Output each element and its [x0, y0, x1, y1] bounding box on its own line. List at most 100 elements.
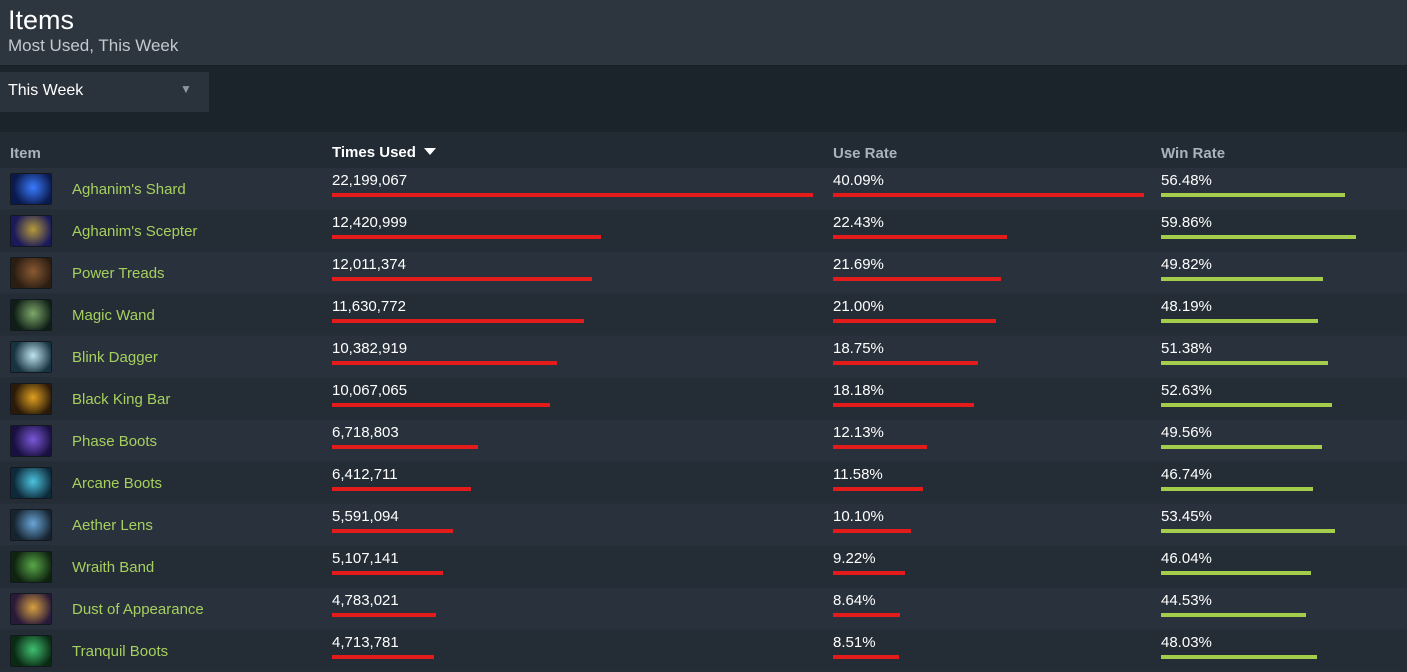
- times-used-bar: [332, 277, 592, 281]
- item-name-link[interactable]: Aether Lens: [72, 517, 153, 534]
- times-used-bar: [332, 361, 557, 365]
- times-used-bar: [332, 487, 471, 491]
- times-used-value: 6,718,803: [332, 424, 399, 441]
- page-header: Items Most Used, This Week: [0, 0, 1407, 66]
- sort-descending-icon: [423, 147, 436, 155]
- tranquil-boots-icon[interactable]: [10, 635, 52, 667]
- use-rate-value: 8.64%: [833, 592, 876, 609]
- black-king-bar-icon[interactable]: [10, 383, 52, 415]
- use-rate-bar: [833, 655, 899, 659]
- win-rate-bar: [1161, 277, 1323, 281]
- wraith-band-icon[interactable]: [10, 551, 52, 583]
- times-used-value: 5,107,141: [332, 550, 399, 567]
- win-rate-value: 48.03%: [1161, 634, 1212, 651]
- times-used-value: 11,630,772: [332, 298, 406, 315]
- use-rate-bar: [833, 319, 996, 323]
- aghanims-scepter-icon[interactable]: [10, 215, 52, 247]
- table-row: Power Treads 12,011,374 21.69% 49.82%: [0, 252, 1407, 293]
- column-header-times-used[interactable]: Times Used: [332, 144, 436, 161]
- times-used-value: 10,382,919: [332, 340, 408, 357]
- table-row: Aghanim's Scepter 12,420,999 22.43% 59.86%: [0, 210, 1407, 251]
- item-name-link[interactable]: Phase Boots: [72, 433, 158, 450]
- use-rate-bar: [833, 445, 927, 449]
- use-rate-value: 21.69%: [833, 256, 884, 273]
- use-rate-value: 11.58%: [833, 466, 883, 483]
- table-row: Dust of Appearance 4,783,021 8.64% 44.53%: [0, 588, 1407, 629]
- phase-boots-icon[interactable]: [10, 425, 52, 457]
- item-name-link[interactable]: Tranquil Boots: [72, 643, 169, 660]
- dust-of-appearance-icon[interactable]: [10, 593, 52, 625]
- item-name-link[interactable]: Aghanim's Shard: [72, 181, 186, 198]
- times-used-bar: [332, 571, 443, 575]
- use-rate-value: 18.18%: [833, 382, 884, 399]
- chevron-down-icon: ▼: [180, 82, 192, 96]
- win-rate-bar: [1161, 655, 1317, 659]
- win-rate-bar: [1161, 361, 1328, 365]
- time-range-dropdown[interactable]: This Week ▼: [0, 72, 209, 112]
- column-header-use-rate[interactable]: Use Rate: [833, 145, 898, 162]
- item-name-link[interactable]: Arcane Boots: [72, 475, 163, 492]
- win-rate-bar: [1161, 403, 1332, 407]
- column-header-win-rate[interactable]: Win Rate: [1161, 145, 1226, 162]
- times-used-value: 10,067,065: [332, 382, 408, 399]
- times-used-value: 12,011,374: [332, 256, 406, 273]
- use-rate-value: 40.09%: [833, 172, 884, 189]
- win-rate-bar: [1161, 445, 1322, 449]
- times-used-bar: [332, 193, 813, 197]
- times-used-value: 22,199,067: [332, 172, 408, 189]
- item-name-link[interactable]: Dust of Appearance: [72, 601, 204, 618]
- table-row: Aghanim's Shard 22,199,067 40.09% 56.48%: [0, 168, 1407, 209]
- use-rate-value: 21.00%: [833, 298, 884, 315]
- table-row: Arcane Boots 6,412,711 11.58% 46.74%: [0, 462, 1407, 503]
- use-rate-value: 18.75%: [833, 340, 884, 357]
- table-header: Item Times Used Use Rate Win Rate: [0, 132, 1407, 168]
- use-rate-bar: [833, 193, 1144, 197]
- use-rate-bar: [833, 403, 974, 407]
- times-used-bar: [332, 403, 550, 407]
- item-name-link[interactable]: Power Treads: [72, 265, 165, 282]
- table-row: Black King Bar 10,067,065 18.18% 52.63%: [0, 378, 1407, 419]
- use-rate-bar: [833, 235, 1007, 239]
- column-header-times-used-label: Times Used: [332, 144, 416, 161]
- page-subtitle: Most Used, This Week: [8, 36, 179, 55]
- times-used-value: 5,591,094: [332, 508, 399, 525]
- win-rate-value: 51.38%: [1161, 340, 1212, 357]
- column-header-item[interactable]: Item: [10, 145, 41, 162]
- win-rate-value: 49.56%: [1161, 424, 1212, 441]
- item-name-link[interactable]: Blink Dagger: [72, 349, 158, 366]
- item-name-link[interactable]: Black King Bar: [72, 391, 171, 408]
- times-used-bar: [332, 445, 478, 449]
- item-name-link[interactable]: Aghanim's Scepter: [72, 223, 198, 240]
- power-treads-icon[interactable]: [10, 257, 52, 289]
- table-row: Magic Wand 11,630,772 21.00% 48.19%: [0, 294, 1407, 335]
- aether-lens-icon[interactable]: [10, 509, 52, 541]
- use-rate-bar: [833, 487, 923, 491]
- times-used-value: 6,412,711: [332, 466, 398, 483]
- table-row: Blink Dagger 10,382,919 18.75% 51.38%: [0, 336, 1407, 377]
- filter-bar: This Week ▼: [0, 66, 1407, 132]
- table-row: Aether Lens 5,591,094 10.10% 53.45%: [0, 504, 1407, 545]
- use-rate-value: 8.51%: [833, 634, 876, 651]
- times-used-bar: [332, 655, 434, 659]
- times-used-bar: [332, 613, 436, 617]
- win-rate-bar: [1161, 571, 1311, 575]
- win-rate-value: 49.82%: [1161, 256, 1212, 273]
- win-rate-bar: [1161, 487, 1313, 491]
- item-name-link[interactable]: Magic Wand: [72, 307, 155, 324]
- win-rate-value: 48.19%: [1161, 298, 1212, 315]
- win-rate-bar: [1161, 193, 1345, 197]
- times-used-bar: [332, 235, 601, 239]
- use-rate-bar: [833, 529, 911, 533]
- aghanims-shard-icon[interactable]: [10, 173, 52, 205]
- item-name-link[interactable]: Wraith Band: [72, 559, 155, 576]
- table-row: Wraith Band 5,107,141 9.22% 46.04%: [0, 546, 1407, 587]
- blink-dagger-icon[interactable]: [10, 341, 52, 373]
- win-rate-value: 44.53%: [1161, 592, 1212, 609]
- magic-wand-icon[interactable]: [10, 299, 52, 331]
- use-rate-value: 22.43%: [833, 214, 884, 231]
- table-row: Phase Boots 6,718,803 12.13% 49.56%: [0, 420, 1407, 461]
- arcane-boots-icon[interactable]: [10, 467, 52, 499]
- times-used-value: 4,713,781: [332, 634, 399, 651]
- table-row: Tranquil Boots 4,713,781 8.51% 48.03%: [0, 630, 1407, 671]
- use-rate-bar: [833, 277, 1001, 281]
